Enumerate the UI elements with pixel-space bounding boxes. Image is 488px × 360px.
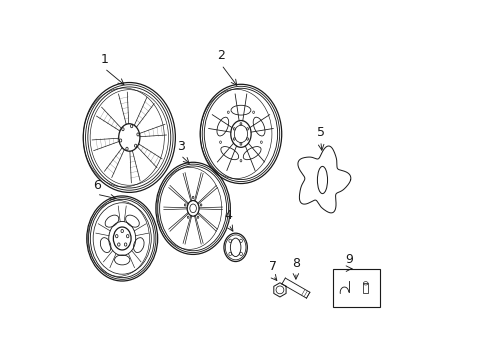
- Text: 1: 1: [101, 53, 108, 66]
- Text: 8: 8: [291, 257, 299, 270]
- Text: 9: 9: [345, 253, 352, 266]
- Text: 4: 4: [224, 209, 232, 222]
- Text: 6: 6: [93, 179, 101, 192]
- Text: 5: 5: [316, 126, 324, 139]
- Text: 2: 2: [217, 49, 225, 62]
- Text: 3: 3: [176, 140, 184, 153]
- Bar: [332, 269, 379, 307]
- Text: 7: 7: [268, 260, 276, 273]
- Bar: [363, 283, 367, 293]
